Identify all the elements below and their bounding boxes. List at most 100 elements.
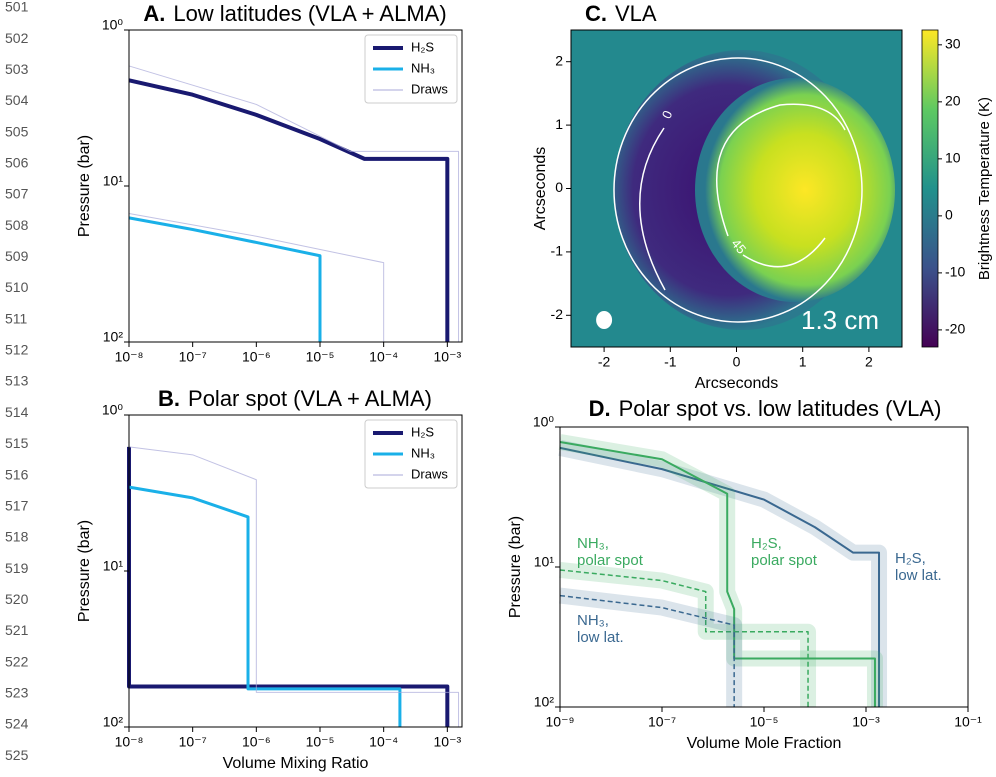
line-number: 515 xyxy=(5,435,29,451)
legend-label: Draws xyxy=(411,81,448,96)
line-number: 508 xyxy=(5,217,29,233)
line-number: 520 xyxy=(5,591,29,607)
colorbar-tick-label: -10 xyxy=(945,264,965,280)
x-tick-label: 10⁻⁴ xyxy=(369,349,398,365)
line-number: 516 xyxy=(5,466,29,482)
line-number: 504 xyxy=(5,92,29,108)
y-tick-label: 10⁰ xyxy=(102,17,124,33)
colorbar-tick-label: 30 xyxy=(945,36,961,52)
x-tick-label: -2 xyxy=(598,354,611,370)
panel-letter: B. xyxy=(158,386,180,411)
figure: 5015025035045055065075085095105115125135… xyxy=(0,0,996,777)
series-line xyxy=(129,218,320,342)
line-number: 512 xyxy=(5,342,29,358)
x-axis-label: Arcseconds xyxy=(695,375,779,392)
figure-canvas: 5015025035045055065075085095105115125135… xyxy=(0,0,996,777)
y-axis-label: Pressure (bar) xyxy=(507,516,524,618)
panel-letter: A. xyxy=(143,1,165,26)
line-number: 523 xyxy=(5,684,29,700)
x-tick-label: 10⁻⁵ xyxy=(750,714,779,730)
line-number: 521 xyxy=(5,622,29,638)
x-tick-label: 1 xyxy=(799,354,807,370)
x-tick-label: 10⁻⁸ xyxy=(115,734,144,750)
x-tick-label: 10⁻⁶ xyxy=(242,349,271,365)
annotation: 1.3 cm xyxy=(801,305,879,335)
line-number: 511 xyxy=(5,310,28,326)
title-text: VLA xyxy=(615,1,657,26)
line-number: 513 xyxy=(5,373,29,389)
y-axis-label: Pressure (bar) xyxy=(76,520,93,622)
x-tick-label: 10⁻⁴ xyxy=(369,734,398,750)
series-annotation: H₂S, polar spot xyxy=(751,535,817,569)
series-line xyxy=(129,447,447,727)
y-tick-label: 0 xyxy=(555,179,563,195)
line-number: 525 xyxy=(5,747,29,763)
x-tick-label: 10⁻⁹ xyxy=(546,714,575,730)
y-tick-label: 10¹ xyxy=(103,558,124,574)
beam xyxy=(596,311,612,329)
x-tick-label: 2 xyxy=(865,354,873,370)
line-number: 501 xyxy=(5,0,29,15)
line-number: 524 xyxy=(5,716,29,732)
x-tick-label: 10⁻⁸ xyxy=(115,349,144,365)
title-text: Low latitudes (VLA + ALMA) xyxy=(173,1,446,26)
panel-letter: D. xyxy=(589,396,611,421)
colorbar-label: Brightness Temperature (K) xyxy=(976,97,993,280)
line-number: 503 xyxy=(5,61,29,77)
y-tick-label: 10² xyxy=(103,329,124,345)
y-tick-label: -1 xyxy=(551,243,564,259)
x-tick-label: 0 xyxy=(733,354,741,370)
y-tick-label: 10¹ xyxy=(103,173,124,189)
line-number: 507 xyxy=(5,186,29,202)
legend-label: H₂S xyxy=(411,424,434,439)
colorbar-tick-label: 0 xyxy=(945,207,953,223)
y-tick-label: 1 xyxy=(555,116,563,132)
x-tick-label: -1 xyxy=(664,354,677,370)
title-text: Polar spot vs. low latitudes (VLA) xyxy=(619,396,942,421)
colorbar-tick-label: 10 xyxy=(945,150,961,166)
y-tick-label: 10² xyxy=(534,694,555,710)
line-number: 506 xyxy=(5,155,29,171)
series-line xyxy=(129,487,400,727)
colorbar-tick-label: -20 xyxy=(945,321,965,337)
x-tick-label: 10⁻⁶ xyxy=(242,734,271,750)
x-tick-label: 10⁻⁵ xyxy=(306,734,335,750)
line-number: 505 xyxy=(5,123,29,139)
series-annotation: NH₃, low lat. xyxy=(577,612,624,646)
x-tick-label: 10⁻³ xyxy=(434,349,462,365)
panel-letter: C. xyxy=(585,1,607,26)
line-number: 519 xyxy=(5,560,29,576)
x-tick-label: 10⁻³ xyxy=(852,714,880,730)
y-tick-label: 10⁰ xyxy=(533,414,555,430)
panel-title: A. Low latitudes (VLA + ALMA) xyxy=(143,1,446,26)
x-tick-label: 10⁻⁷ xyxy=(179,349,207,365)
y-tick-label: 10¹ xyxy=(534,554,555,570)
y-tick-label: 10⁰ xyxy=(102,402,124,418)
line-number: 509 xyxy=(5,248,29,264)
panel-title: B. Polar spot (VLA + ALMA) xyxy=(158,386,432,411)
x-tick-label: 10⁻⁷ xyxy=(648,714,676,730)
legend-label: NH₃ xyxy=(411,445,435,460)
series-annotation: NH₃, polar spot xyxy=(577,535,643,569)
legend-label: H₂S xyxy=(411,39,434,54)
x-axis-label: Volume Mixing Ratio xyxy=(223,755,369,772)
series-line xyxy=(129,66,459,342)
colorbar-tick-label: 20 xyxy=(945,93,961,109)
line-number: 510 xyxy=(5,279,29,295)
panel-title: C. VLA xyxy=(585,1,657,26)
series-line xyxy=(129,80,447,342)
x-axis-label: Volume Mole Fraction xyxy=(687,735,842,752)
line-number: 518 xyxy=(5,529,29,545)
x-tick-label: 10⁻¹ xyxy=(954,714,982,730)
y-tick-label: 10² xyxy=(103,714,124,730)
x-tick-label: 10⁻⁵ xyxy=(306,349,335,365)
title-text: Polar spot (VLA + ALMA) xyxy=(188,386,432,411)
y-tick-label: 2 xyxy=(555,52,563,68)
series-annotation: H₂S, low lat. xyxy=(895,550,942,584)
line-number: 517 xyxy=(5,497,29,513)
x-tick-label: 10⁻⁷ xyxy=(179,734,207,750)
image-map xyxy=(571,30,902,347)
legend-label: NH₃ xyxy=(411,60,435,75)
y-tick-label: -2 xyxy=(551,306,564,322)
x-tick-label: 10⁻³ xyxy=(434,734,462,750)
